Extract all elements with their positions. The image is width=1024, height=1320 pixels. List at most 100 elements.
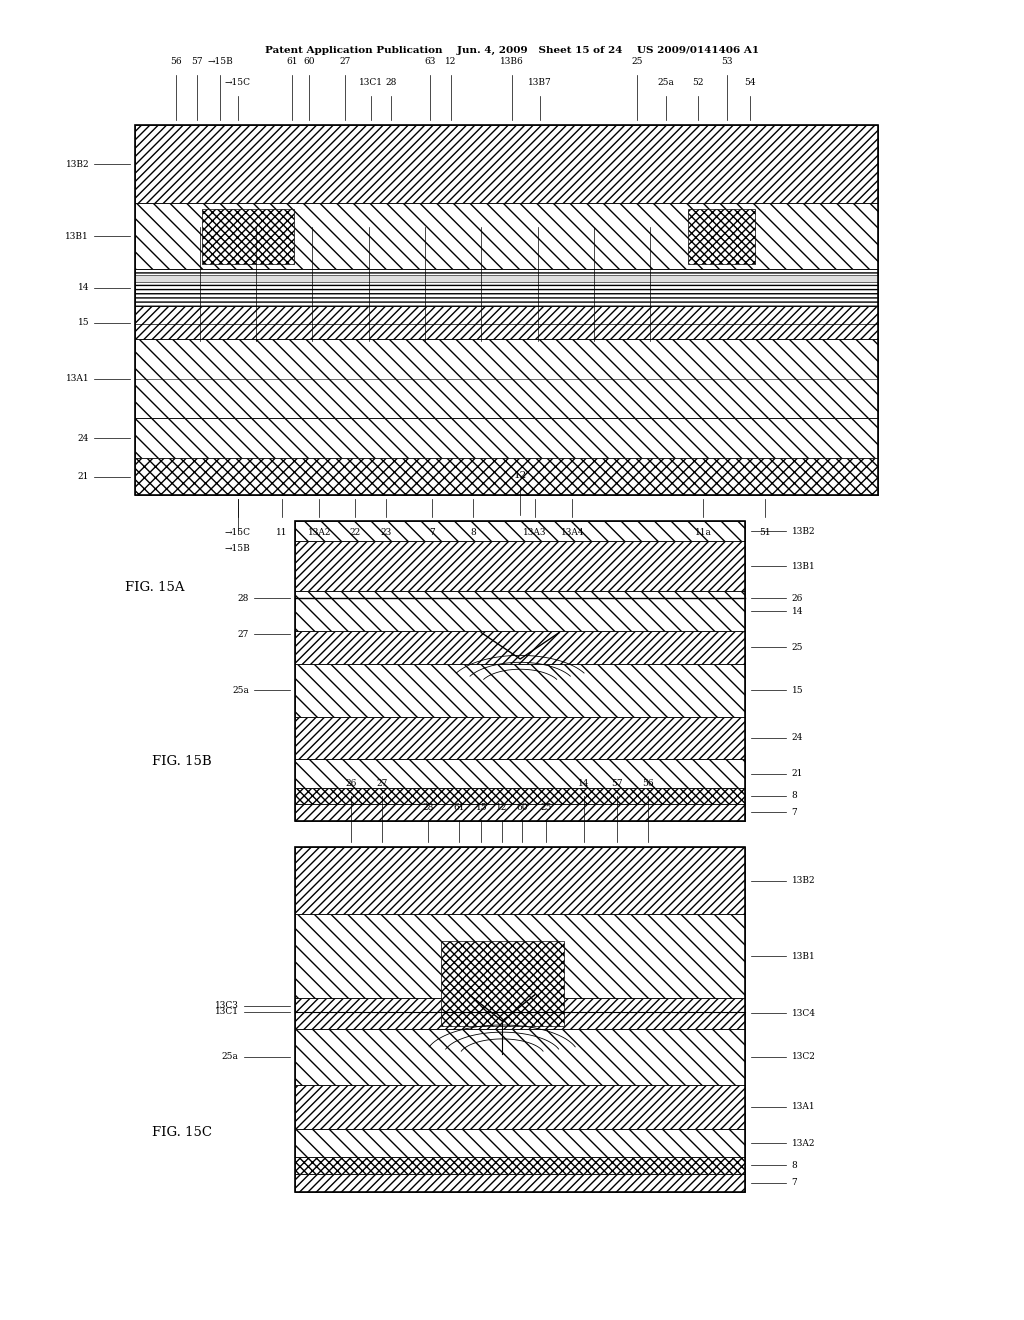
Text: 23: 23 <box>381 528 391 537</box>
Text: 12: 12 <box>514 471 526 480</box>
Text: 12: 12 <box>496 803 508 812</box>
Bar <box>295 1129 745 1158</box>
Bar <box>295 759 745 788</box>
Text: 25a: 25a <box>222 1052 239 1061</box>
Text: 8: 8 <box>470 528 476 537</box>
Text: 13C3: 13C3 <box>215 1002 239 1010</box>
Text: →15B: →15B <box>224 544 251 553</box>
Text: 13A1: 13A1 <box>66 375 89 383</box>
Text: 15: 15 <box>78 318 89 327</box>
Bar <box>295 521 745 821</box>
Text: 52: 52 <box>692 78 705 87</box>
Text: 60: 60 <box>516 803 528 812</box>
Bar <box>295 631 745 664</box>
Bar <box>295 1085 745 1129</box>
Text: 13B2: 13B2 <box>792 527 815 536</box>
Bar <box>295 804 745 821</box>
Text: 26: 26 <box>345 779 357 788</box>
Bar <box>295 998 745 1028</box>
Text: 7: 7 <box>792 1179 798 1188</box>
Text: 15: 15 <box>475 803 487 812</box>
Text: 13A2: 13A2 <box>792 1139 815 1147</box>
Text: 54: 54 <box>743 78 756 87</box>
Bar <box>135 125 878 495</box>
Text: 25a: 25a <box>232 686 249 694</box>
Bar <box>295 717 745 759</box>
Text: 13B1: 13B1 <box>792 562 815 570</box>
Text: 14: 14 <box>792 607 803 615</box>
Text: 25: 25 <box>792 643 803 652</box>
Text: 56: 56 <box>170 57 182 66</box>
Bar <box>295 847 745 915</box>
Bar <box>295 915 745 998</box>
Text: 28: 28 <box>385 78 397 87</box>
Text: 22: 22 <box>350 528 360 537</box>
Text: 24: 24 <box>78 434 89 442</box>
Bar <box>295 521 745 541</box>
Text: 27: 27 <box>376 779 388 788</box>
Bar <box>135 458 878 495</box>
Text: →15C: →15C <box>224 78 251 87</box>
Text: 8: 8 <box>792 792 798 800</box>
Text: 53: 53 <box>721 57 733 66</box>
Text: FIG. 15C: FIG. 15C <box>152 1126 212 1139</box>
Text: 13A3: 13A3 <box>523 528 546 537</box>
Bar <box>295 541 745 591</box>
Text: 14: 14 <box>578 779 590 788</box>
Text: 7: 7 <box>429 528 435 537</box>
Bar <box>295 1173 745 1192</box>
Bar <box>135 269 878 306</box>
Bar <box>295 847 745 1192</box>
Text: 13A2: 13A2 <box>308 528 331 537</box>
Text: 24: 24 <box>792 734 803 742</box>
Text: 12: 12 <box>444 57 457 66</box>
Text: 57: 57 <box>611 779 624 788</box>
Text: 26: 26 <box>792 594 803 603</box>
Text: 21: 21 <box>78 473 89 480</box>
Text: 63: 63 <box>424 57 436 66</box>
Text: 13B6: 13B6 <box>500 57 524 66</box>
Text: Patent Application Publication    Jun. 4, 2009   Sheet 15 of 24    US 2009/01414: Patent Application Publication Jun. 4, 2… <box>265 46 759 54</box>
Text: 13B1: 13B1 <box>792 952 815 961</box>
Text: 13B7: 13B7 <box>527 78 552 87</box>
Bar <box>295 1028 745 1085</box>
Text: 25: 25 <box>631 57 643 66</box>
Text: 51: 51 <box>759 528 771 537</box>
Text: 8: 8 <box>792 1162 798 1170</box>
Text: 13B1: 13B1 <box>66 232 89 240</box>
Text: 7: 7 <box>792 808 798 817</box>
Bar <box>135 418 878 458</box>
Text: 25a: 25a <box>657 78 674 87</box>
Text: 13C1: 13C1 <box>358 78 383 87</box>
Text: 11: 11 <box>275 528 288 537</box>
Bar <box>440 941 563 1026</box>
Text: FIG. 15B: FIG. 15B <box>152 755 211 768</box>
Text: 13C1: 13C1 <box>215 1007 239 1016</box>
Text: →15C: →15C <box>224 528 251 537</box>
Bar <box>295 1158 745 1173</box>
Text: FIG. 15A: FIG. 15A <box>125 581 184 594</box>
Text: 21: 21 <box>792 770 803 777</box>
Text: 27: 27 <box>238 630 249 639</box>
Bar <box>135 269 878 306</box>
Text: 61: 61 <box>286 57 298 66</box>
Text: 28: 28 <box>238 594 249 603</box>
Text: 13B2: 13B2 <box>66 160 89 169</box>
Text: 57: 57 <box>190 57 203 66</box>
Text: 28: 28 <box>422 803 434 812</box>
Bar <box>295 591 745 631</box>
Text: 15: 15 <box>792 686 803 694</box>
Bar <box>135 339 878 418</box>
Bar <box>295 664 745 717</box>
Text: →15B: →15B <box>207 57 233 66</box>
Bar <box>135 203 878 269</box>
Text: 14: 14 <box>78 284 89 292</box>
Bar <box>135 125 878 203</box>
Text: 13C2: 13C2 <box>792 1052 815 1061</box>
Text: 25: 25 <box>540 803 552 812</box>
Text: 13C4: 13C4 <box>792 1008 815 1018</box>
Bar <box>202 209 294 264</box>
Text: 61: 61 <box>453 803 465 812</box>
Bar <box>135 275 878 282</box>
Text: 13A4: 13A4 <box>560 528 585 537</box>
